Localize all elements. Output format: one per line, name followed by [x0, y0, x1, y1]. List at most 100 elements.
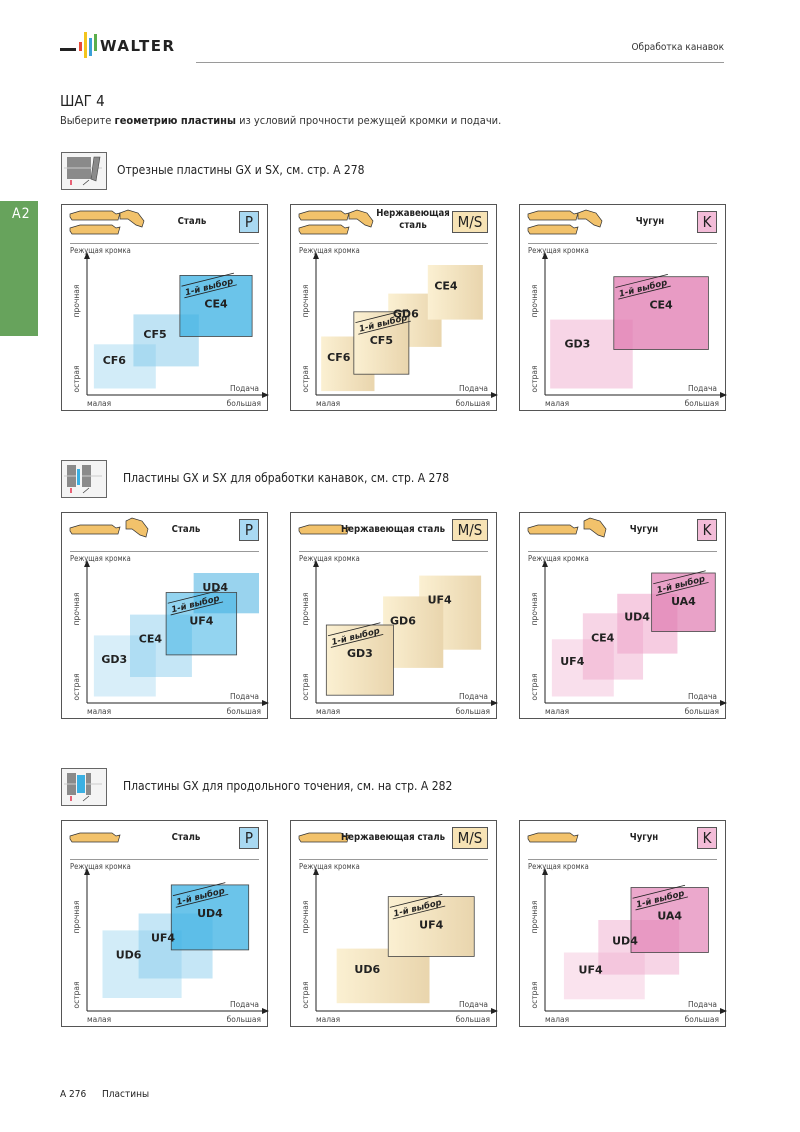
geometry-label: UF4 — [189, 615, 213, 628]
y-axis-arrow-icon — [542, 252, 548, 259]
step-description: Выберите геометрию пластины из условий п… — [60, 114, 501, 127]
panel-divider — [70, 551, 259, 552]
x-tick-small: малая — [316, 707, 340, 716]
y-tick-sharp: острая — [72, 674, 81, 701]
geometry-label: UD6 — [116, 948, 142, 961]
material-panel-k: GD3 1-й выбор CE4 прочная острая Подача малая б… — [519, 204, 727, 411]
material-label-line: Нержавеющая — [376, 208, 450, 219]
material-panel-k: UF4 CE4 UD4 1-й выбор UA4 прочная острая Подача… — [519, 512, 727, 719]
geometry-label: UF4 — [428, 594, 452, 607]
material-group-badge: P — [239, 519, 259, 541]
insert-illustration — [527, 832, 579, 843]
material-panel-p: CF6 CF5 1-й выбор CE4 прочная острая Подача мал… — [61, 204, 269, 411]
material-label: Сталь — [171, 524, 201, 535]
material-group-badge: M/S — [452, 519, 488, 541]
material-group-badge: M/S — [452, 827, 488, 849]
footer-chapter-name: Пластины — [102, 1089, 150, 1100]
header-divider — [196, 62, 724, 63]
y-axis-arrow-icon — [313, 560, 319, 567]
geometry-label: CE4 — [434, 280, 458, 293]
material-label: Нержавеющая сталь — [341, 832, 445, 843]
insert-illustration — [527, 517, 607, 538]
geometry-label: UD6 — [354, 963, 380, 976]
material-panel-ms: CF6 GD6 CE4 1-й выбор CF5 прочная острая Подача… — [290, 204, 498, 411]
y-tick-sharp: острая — [301, 982, 310, 1009]
insert-illustration — [298, 209, 374, 235]
material-group-badge: M/S — [452, 211, 488, 233]
insert-illustration — [69, 832, 121, 843]
material-group-badge: K — [697, 519, 717, 541]
y-tick-sharp: острая — [72, 982, 81, 1009]
material-label: Сталь — [177, 216, 207, 227]
y-axis-title: Режущая кромка — [528, 246, 589, 255]
geometry-box-ua4 — [630, 887, 709, 953]
x-tick-large: большая — [456, 399, 490, 408]
x-axis-title: Подача — [459, 384, 488, 393]
x-tick-small: малая — [316, 399, 340, 408]
y-axis-title: Режущая кромка — [528, 554, 589, 563]
panel-divider — [299, 243, 488, 244]
geometry-label: CF6 — [327, 351, 351, 364]
material-label-line: сталь — [399, 220, 427, 231]
x-tick-small: малая — [87, 707, 111, 716]
x-tick-small: малая — [87, 1015, 111, 1024]
geometry-box-ce4 — [427, 265, 483, 320]
panel-divider — [528, 859, 717, 860]
x-tick-small: малая — [316, 1015, 340, 1024]
material-panel-ms: UF4 GD6 1-й выбор GD3 прочная острая Подача мал… — [290, 512, 498, 719]
y-tick-strong: прочная — [530, 901, 539, 934]
y-tick-strong: прочная — [301, 593, 310, 626]
geometry-box-ud4 — [170, 884, 250, 951]
x-axis-arrow-icon — [262, 392, 269, 398]
x-axis-arrow-icon — [491, 700, 498, 706]
x-axis-title: Подача — [230, 1000, 259, 1009]
panel-divider — [299, 551, 488, 552]
x-axis-title: Подача — [230, 692, 259, 701]
panel-divider — [299, 859, 488, 860]
y-tick-strong: прочная — [530, 593, 539, 626]
header-section-title: Обработка канавок — [631, 42, 724, 53]
y-tick-strong: прочная — [72, 901, 81, 934]
geometry-box-uf4 — [165, 592, 238, 656]
material-label: Чугун — [635, 216, 665, 227]
section-title: Пластины GX для продольного точения, см.… — [123, 779, 453, 793]
insert-illustration — [298, 524, 350, 535]
y-axis-title: Режущая кромка — [299, 554, 360, 563]
y-tick-strong: прочная — [301, 285, 310, 318]
x-tick-small: малая — [87, 399, 111, 408]
geometry-label: CE4 — [649, 299, 673, 312]
grooving-tool-icon — [61, 460, 107, 498]
panel-divider — [528, 243, 717, 244]
x-axis-arrow-icon — [262, 700, 269, 706]
x-tick-large: большая — [685, 399, 719, 408]
chapter-tab: A2 — [0, 201, 38, 336]
y-tick-sharp: острая — [530, 674, 539, 701]
insert-illustration — [69, 209, 145, 235]
x-axis-arrow-icon — [262, 1008, 269, 1014]
geometry-label: UD4 — [202, 581, 228, 594]
geometry-box-ud6 — [102, 930, 182, 998]
y-tick-sharp: острая — [72, 366, 81, 393]
geometry-label: GD3 — [101, 653, 127, 666]
x-axis-arrow-icon — [491, 392, 498, 398]
x-axis-arrow-icon — [491, 1008, 498, 1014]
material-group-badge: K — [697, 827, 717, 849]
insert-illustration — [298, 832, 350, 843]
y-tick-sharp: острая — [530, 982, 539, 1009]
section-title: Отрезные пластины GX и SX, см. стр. А 27… — [117, 163, 365, 177]
material-group-badge: P — [239, 211, 259, 233]
x-axis-title: Подача — [688, 1000, 717, 1009]
panel-divider — [528, 551, 717, 552]
x-axis-arrow-icon — [720, 392, 727, 398]
material-label: Чугун — [629, 524, 659, 535]
geometry-label: UF4 — [151, 932, 175, 945]
y-axis-title: Режущая кромка — [70, 246, 131, 255]
geometry-label: UD4 — [612, 935, 638, 948]
y-axis-arrow-icon — [84, 868, 90, 875]
x-tick-large: большая — [227, 399, 261, 408]
